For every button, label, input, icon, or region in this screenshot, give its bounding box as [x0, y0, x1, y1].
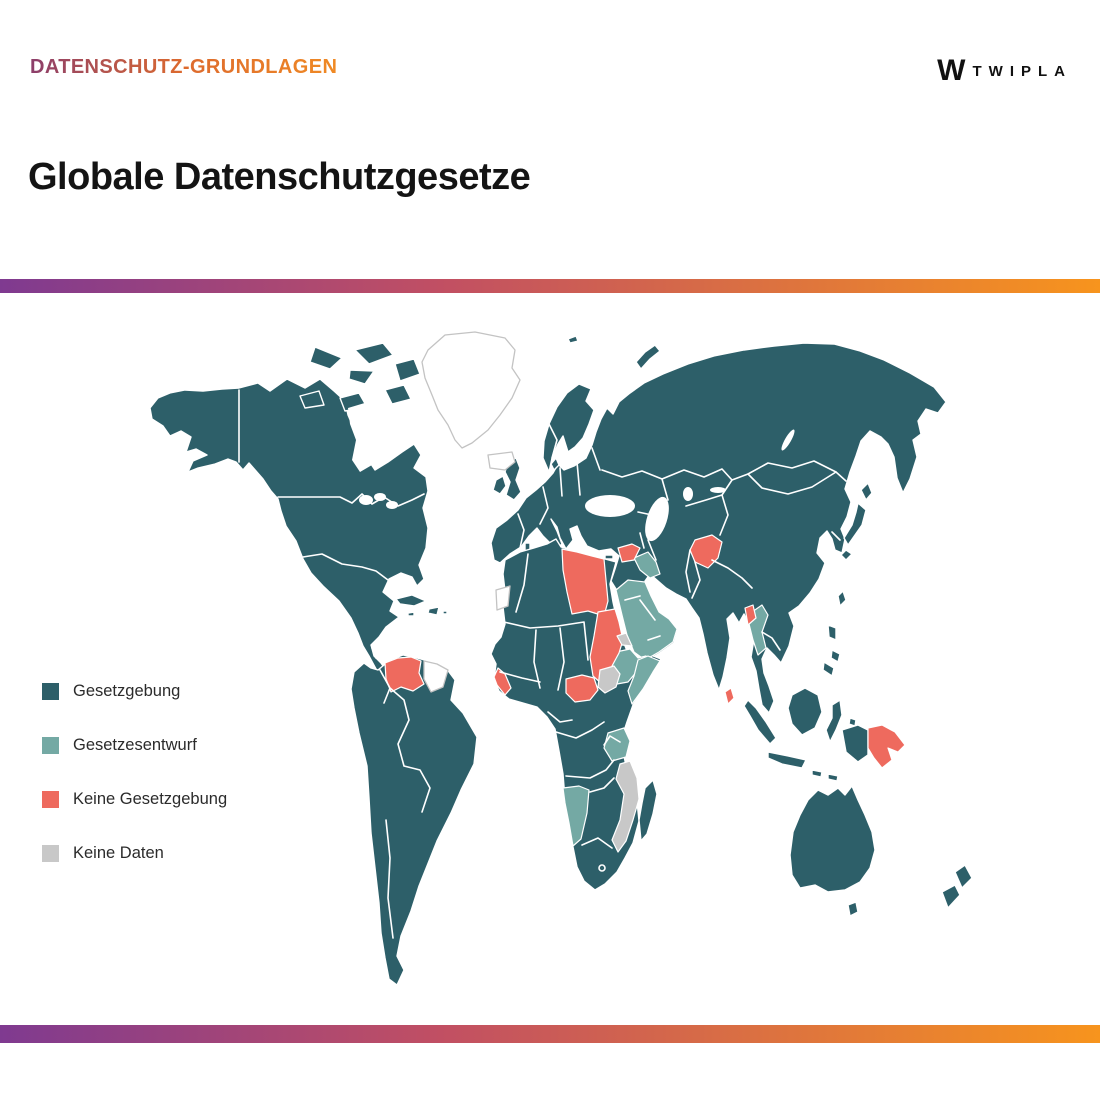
top-gradient-bar	[0, 279, 1100, 293]
map-region-arctic-islands	[299, 342, 421, 412]
map-region-guyanas	[423, 660, 449, 693]
countries-outline-only	[421, 331, 521, 693]
legend-item-draft: Gesetzesentwurf	[42, 736, 227, 755]
hudson-bay	[348, 402, 388, 472]
kicker-text: DATENSCHUTZ-GRUNDLAGEN	[30, 56, 337, 78]
map-region-bangladesh	[744, 604, 757, 626]
map-region-west-new-guinea	[841, 724, 869, 763]
legend-swatch-no-data	[42, 845, 59, 862]
map-region-eritrea	[616, 632, 633, 647]
brand-logo: W TWIPLA	[937, 56, 1072, 86]
map-region-denmark	[550, 457, 560, 471]
legend-label: Keine Gesetzgebung	[73, 790, 228, 808]
map-region-central-african-republic	[565, 674, 599, 703]
kicker: DATENSCHUTZ-GRUNDLAGEN	[30, 56, 337, 78]
map-region-somalia	[627, 655, 661, 705]
seas-and-lakes	[348, 402, 795, 542]
legend-label: Gesetzesentwurf	[73, 736, 197, 754]
map-region-iraq	[633, 551, 661, 579]
map-region-western-sahara	[495, 585, 511, 611]
legend-label: Gesetzgebung	[73, 682, 181, 700]
legend-swatch-no-legislation	[42, 791, 59, 808]
map-region-australia	[789, 785, 876, 917]
map-region-north-america	[149, 378, 429, 677]
map-region-philippines	[822, 624, 841, 677]
map-region-syria	[617, 543, 641, 563]
legend-item-no-legislation: Keine Gesetzgebung	[42, 790, 227, 809]
map-region-new-zealand	[941, 864, 973, 909]
map-region-libya	[561, 548, 609, 617]
map-region-eurasia	[490, 342, 947, 714]
map-region-madagascar	[638, 779, 658, 842]
map-region-south-america	[350, 654, 478, 986]
map-region-venezuela	[384, 656, 425, 693]
countries-legislation	[149, 335, 973, 986]
countries-no-data	[597, 632, 640, 853]
country-borders	[238, 389, 847, 939]
map-region-namibia	[562, 785, 590, 847]
map-region-scandinavia	[542, 383, 595, 473]
legend-item-legislation: Gesetzgebung	[42, 682, 227, 701]
lake-baikal	[781, 429, 795, 451]
page-title: Globale Datenschutzgesetze	[28, 156, 531, 198]
map-region-arctic-russia	[567, 335, 661, 370]
map-region-sierra-leone-liberia	[493, 667, 512, 696]
lake-balkhash	[710, 487, 726, 493]
map-region-papua-new-guinea	[867, 724, 906, 769]
map-region-iceland	[487, 451, 516, 471]
legend-item-no-data: Keine Daten	[42, 844, 227, 863]
caspian-sea	[645, 496, 669, 542]
map-legend: Gesetzgebung Gesetzesentwurf Keine Geset…	[42, 682, 227, 863]
countries-no-legislation	[384, 534, 906, 769]
map-region-japan	[837, 482, 873, 607]
map-region-sri-lanka	[724, 687, 735, 705]
legend-swatch-draft	[42, 737, 59, 754]
world-choropleth-map	[149, 331, 973, 986]
map-region-greenland	[421, 331, 521, 449]
logo-wordmark: TWIPLA	[972, 62, 1072, 80]
logo-w-icon: W	[937, 54, 965, 87]
map-region-mozambique	[611, 760, 640, 853]
great-lake-2	[374, 493, 386, 501]
map-region-uk	[492, 457, 522, 501]
map-region-caribbean	[395, 594, 448, 617]
map-region-afghanistan	[689, 534, 723, 569]
great-lake-3	[386, 501, 398, 509]
bottom-gradient-bar	[0, 1025, 1100, 1043]
aral-sea	[683, 487, 693, 501]
map-region-indonesia	[743, 687, 857, 782]
countries-draft	[562, 551, 769, 847]
legend-swatch-legislation	[42, 683, 59, 700]
black-sea	[585, 495, 635, 517]
legend-label: Keine Daten	[73, 844, 164, 862]
map-region-south-sudan	[597, 665, 621, 694]
